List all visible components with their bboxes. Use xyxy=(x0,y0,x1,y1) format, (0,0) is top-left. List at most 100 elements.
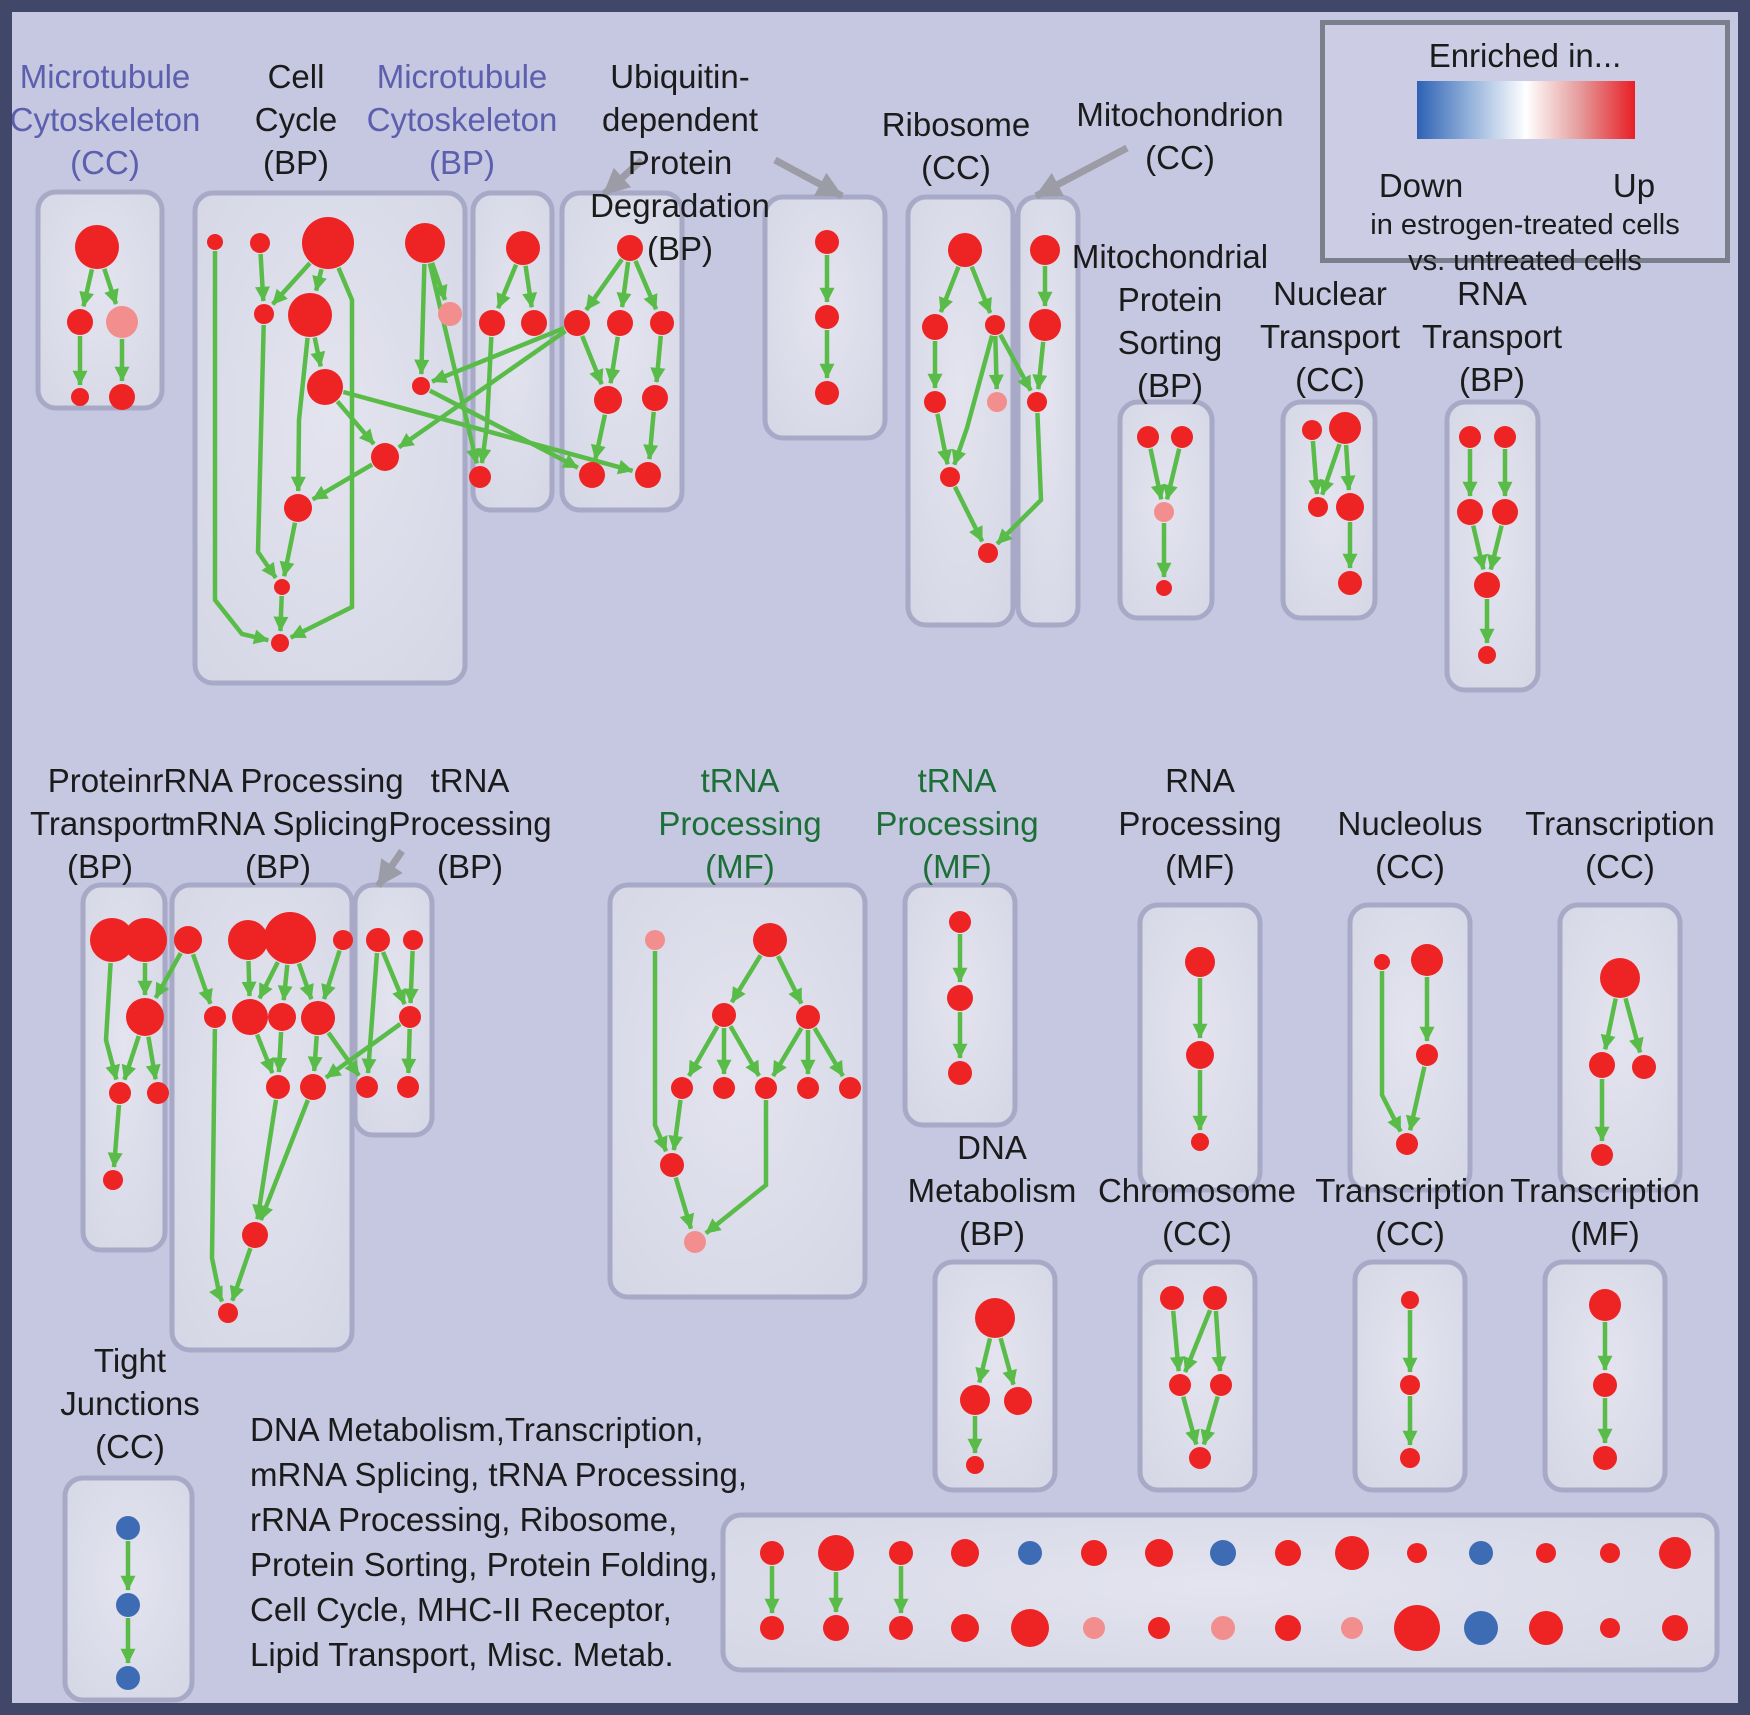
node-w11 xyxy=(1407,1543,1427,1563)
node-a5 xyxy=(109,384,135,410)
callout-arrow-ubiquitin-right xyxy=(773,156,844,200)
edge-l4-l9 xyxy=(812,1027,845,1078)
node-l4 xyxy=(796,1005,820,1029)
node-b7 xyxy=(438,302,462,326)
node-i4 xyxy=(1156,580,1172,596)
label-nucleolus-cc-line-1: Nucleolus xyxy=(1338,805,1483,842)
node-j3 xyxy=(1308,497,1328,517)
footnote-line-4: Protein Sorting, Protein Folding, xyxy=(250,1546,718,1583)
node-w12 xyxy=(1469,1541,1493,1565)
node-r5 xyxy=(987,392,1007,412)
edge-b3-b13 xyxy=(289,267,355,640)
label-tight-junctions-cc-line-2: Junctions xyxy=(60,1385,199,1422)
label-chromosome-cc-line-2: (CC) xyxy=(1162,1215,1232,1252)
node-d1 xyxy=(617,235,643,261)
node-r4 xyxy=(924,391,946,413)
node-p2 xyxy=(1589,1052,1615,1078)
edge-l4-l7 xyxy=(771,1027,804,1078)
node-l9 xyxy=(839,1077,861,1099)
node-v13 xyxy=(1529,1611,1563,1645)
label-ubiquitin-bp-line-5: (BP) xyxy=(647,230,713,267)
edge-b9-d7 xyxy=(428,388,579,470)
node-x3 xyxy=(1169,1374,1191,1396)
node-o4 xyxy=(1396,1133,1418,1155)
node-o1 xyxy=(1374,954,1390,970)
node-n3 xyxy=(1191,1133,1209,1151)
node-m5 xyxy=(947,985,973,1011)
label-ubiquitin-bp-line-2: dependent xyxy=(602,101,758,138)
node-b2 xyxy=(250,233,270,253)
node-g5 xyxy=(204,1006,226,1028)
edge-m3-r7 xyxy=(995,412,1044,546)
footnote-line-5: Cell Cycle, MHC-II Receptor, xyxy=(250,1591,672,1628)
node-x2 xyxy=(1203,1286,1227,1310)
node-r1 xyxy=(948,233,982,267)
edges xyxy=(72,251,1644,1664)
edge-c1-c2 xyxy=(496,263,519,310)
node-c1 xyxy=(506,231,540,265)
edge-d2-d5 xyxy=(580,335,604,386)
node-w4 xyxy=(951,1539,979,1567)
node-l2 xyxy=(753,923,787,957)
edge-i1-i3 xyxy=(1148,448,1166,501)
node-h4 xyxy=(356,1076,378,1098)
label-microtubule-bp-line-1: Microtubule xyxy=(377,58,548,95)
edge-b2-b5 xyxy=(254,253,270,302)
label-transcription-mf-line-2: (MF) xyxy=(1570,1215,1640,1252)
footnote-line-3: rRNA Processing, Ribosome, xyxy=(250,1501,677,1538)
label-rna-transport-bp-line-3: (BP) xyxy=(1459,361,1525,398)
label-microtubule-cc-line-1: Microtubule xyxy=(20,58,191,95)
edge-d2-b10 xyxy=(397,329,567,450)
node-g9 xyxy=(266,1075,290,1099)
footnote: DNA Metabolism,Transcription, mRNA Splici… xyxy=(250,1411,747,1673)
edge-h1-h4 xyxy=(361,952,380,1074)
label-microtubule-bp-line-3: (BP) xyxy=(429,144,495,181)
edge-g6-g9 xyxy=(255,1033,275,1074)
label-rna-processing-mf-line-1: RNA xyxy=(1165,762,1235,799)
edge-b3-b5 xyxy=(271,261,312,306)
node-b11 xyxy=(284,494,312,522)
node-p3 xyxy=(1632,1055,1656,1079)
node-p4 xyxy=(1591,1144,1613,1166)
node-g8 xyxy=(301,1001,335,1035)
edge-x2-x4 xyxy=(1211,1310,1227,1372)
node-w7 xyxy=(1145,1539,1173,1567)
cluster-dna-metabolism-bp-box xyxy=(932,1259,1058,1493)
edge-r3-m3 xyxy=(998,333,1033,392)
label-nuclear-transport-cc-line-3: (CC) xyxy=(1295,361,1365,398)
label-nucleolus-cc-line-2: (CC) xyxy=(1375,848,1445,885)
callout-arrow-trna-bp xyxy=(375,849,405,888)
node-a3 xyxy=(106,306,138,338)
node-w2 xyxy=(818,1535,854,1571)
label-dna-metabolism-bp-line-2: Metabolism xyxy=(908,1172,1077,1209)
node-v9 xyxy=(1275,1615,1301,1641)
legend-up-label: Up xyxy=(1612,167,1656,204)
label-nuclear-transport-cc-line-1: Nuclear xyxy=(1273,275,1387,312)
node-o3 xyxy=(1416,1044,1438,1066)
legend-caption-line1: in estrogen-treated cells xyxy=(1370,209,1680,241)
node-m6 xyxy=(948,1061,972,1085)
label-mito-protein-sorting-bp-line-2: Protein xyxy=(1118,281,1223,318)
node-x4 xyxy=(1210,1374,1232,1396)
label-protein-transport-bp-line-3: (BP) xyxy=(67,848,133,885)
edge-c2-c4 xyxy=(476,336,494,464)
node-u2 xyxy=(116,1593,140,1617)
node-v6 xyxy=(1083,1617,1105,1639)
node-e2 xyxy=(815,305,839,329)
edge-r3-r6 xyxy=(951,335,995,466)
cluster-microtubule-cc-box xyxy=(35,189,165,411)
edge-d1-d4 xyxy=(633,260,659,311)
label-rna-processing-mf-line-2: Processing xyxy=(1118,805,1281,842)
edge-g1-g5 xyxy=(190,953,213,1005)
edge-x2-x3 xyxy=(1183,1309,1213,1373)
node-d4 xyxy=(650,311,674,335)
node-l6 xyxy=(713,1077,735,1099)
node-l11 xyxy=(684,1231,706,1253)
label-cell-cycle-bp-line-3: (BP) xyxy=(263,144,329,181)
cluster-labels: Microtubule Cytoskeleton (CC) Cell Cycle (BP)… xyxy=(10,58,1715,1465)
node-c4 xyxy=(469,466,491,488)
edge-l2-l3 xyxy=(729,954,763,1004)
edge-i2-i3 xyxy=(1163,448,1182,501)
node-w6 xyxy=(1081,1540,1107,1566)
